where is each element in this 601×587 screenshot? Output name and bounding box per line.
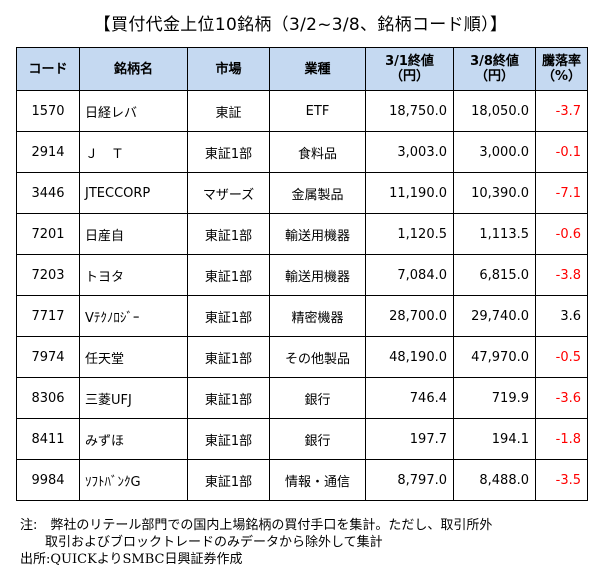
cell-change: -0.6 — [534, 213, 589, 255]
header-code: コード — [16, 47, 80, 91]
header-close-3-8: 3/8終値 （円） — [453, 47, 536, 91]
cell-code: 9984 — [16, 459, 80, 501]
table-row: 7717 Vﾃｸﾉﾛｼﾞｰ 東証1部 精密機器 28,700.0 29,740.0 3.6 — [16, 295, 589, 337]
cell-market: 東証1部 — [187, 295, 270, 337]
table-row: 8411 みずほ 東証1部 銀行 197.7 194.1 -1.8 — [16, 418, 589, 460]
table-row: 1570 日経レバ 東証 ETF 18,750.0 18,050.0 -3.7 — [16, 90, 589, 132]
cell-close-3-1: 8,797.0 — [365, 459, 454, 501]
cell-name: 三菱UFJ — [79, 377, 188, 419]
cell-name: JTECCORP — [79, 172, 188, 214]
table-row: 9984 ｿﾌﾄﾊﾞﾝｸG 東証1部 情報・通信 8,797.0 8,488.0 -3.5 — [16, 459, 589, 501]
cell-industry: 金属製品 — [269, 172, 366, 214]
cell-market: 東証1部 — [187, 418, 270, 460]
cell-change: -7.1 — [534, 172, 589, 214]
cell-close-3-1: 746.4 — [365, 377, 454, 419]
cell-name: みずほ — [79, 418, 188, 460]
cell-market: 東証1部 — [187, 377, 270, 419]
cell-change: -3.5 — [534, 459, 589, 501]
cell-close-3-8: 8,488.0 — [453, 459, 536, 501]
note-line-2: 取引およびブロックトレードのみデータから除外して集計 — [45, 535, 383, 550]
cell-industry: 輸送用機器 — [269, 213, 366, 255]
cell-code: 7974 — [16, 336, 80, 378]
table-row: 2914 Ｊ Ｔ 東証1部 食料品 3,003.0 3,000.0 -0.1 — [16, 131, 589, 173]
cell-name: ｿﾌﾄﾊﾞﾝｸG — [79, 459, 188, 501]
cell-close-3-1: 1,120.5 — [365, 213, 454, 255]
cell-code: 2914 — [16, 131, 80, 173]
page-title: 【買付代金上位10銘柄（3/2~3/8、銘柄コード順）】 — [93, 15, 508, 35]
header-industry: 業種 — [269, 47, 366, 91]
cell-close-3-8: 6,815.0 — [453, 254, 536, 296]
cell-market: 東証1部 — [187, 254, 270, 296]
cell-market: 東証1部 — [187, 213, 270, 255]
footnotes: 注: 弊社のリテール部門での国内上場銘柄の買付手口を集計。ただし、取引所外 取引… — [20, 517, 492, 568]
table-row: 7203 トヨタ 東証1部 輸送用機器 7,084.0 6,815.0 -3.8 — [16, 254, 589, 296]
cell-close-3-1: 18,750.0 — [365, 90, 454, 132]
cell-name: Ｊ Ｔ — [79, 131, 188, 173]
cell-market: 東証1部 — [187, 336, 270, 378]
cell-change: -1.8 — [534, 418, 589, 460]
cell-market: 東証1部 — [187, 459, 270, 501]
cell-close-3-1: 28,700.0 — [365, 295, 454, 337]
cell-change: -3.8 — [534, 254, 589, 296]
cell-name: 日産自 — [79, 213, 188, 255]
cell-industry: 情報・通信 — [269, 459, 366, 501]
cell-industry: 食料品 — [269, 131, 366, 173]
cell-close-3-8: 29,740.0 — [453, 295, 536, 337]
cell-code: 7201 — [16, 213, 80, 255]
table-header-row: コード 銘柄名 市場 業種 3/1終値 （円） 3/8終値 （円） 騰落率 （%） — [16, 47, 589, 91]
cell-market: 東証1部 — [187, 131, 270, 173]
cell-industry: その他製品 — [269, 336, 366, 378]
cell-close-3-1: 48,190.0 — [365, 336, 454, 378]
header-change: 騰落率 （%） — [534, 47, 589, 91]
cell-close-3-1: 11,190.0 — [365, 172, 454, 214]
cell-industry: 銀行 — [269, 418, 366, 460]
cell-close-3-8: 1,113.5 — [453, 213, 536, 255]
cell-code: 3446 — [16, 172, 80, 214]
header-name: 銘柄名 — [79, 47, 188, 91]
ranking-table: コード 銘柄名 市場 業種 3/1終値 （円） 3/8終値 （円） 騰落率 （%） 1… — [16, 47, 589, 501]
table-row: 7201 日産自 東証1部 輸送用機器 1,120.5 1,113.5 -0.6 — [16, 213, 589, 255]
cell-market: マザーズ — [187, 172, 270, 214]
cell-code: 8411 — [16, 418, 80, 460]
cell-change: -0.1 — [534, 131, 589, 173]
header-market: 市場 — [187, 47, 270, 91]
cell-name: Vﾃｸﾉﾛｼﾞｰ — [79, 295, 188, 337]
cell-close-3-8: 18,050.0 — [453, 90, 536, 132]
cell-close-3-8: 719.9 — [453, 377, 536, 419]
table-row: 3446 JTECCORP マザーズ 金属製品 11,190.0 10,390.0 -7.1 — [16, 172, 589, 214]
cell-close-3-8: 194.1 — [453, 418, 536, 460]
header-close-3-1: 3/1終値 （円） — [365, 47, 454, 91]
cell-code: 8306 — [16, 377, 80, 419]
cell-change: -3.7 — [534, 90, 589, 132]
cell-close-3-1: 197.7 — [365, 418, 454, 460]
table-row: 8306 三菱UFJ 東証1部 銀行 746.4 719.9 -3.6 — [16, 377, 589, 419]
cell-industry: 精密機器 — [269, 295, 366, 337]
cell-close-3-1: 7,084.0 — [365, 254, 454, 296]
cell-industry: 輸送用機器 — [269, 254, 366, 296]
cell-change: 3.6 — [534, 295, 589, 337]
cell-name: トヨタ — [79, 254, 188, 296]
cell-code: 1570 — [16, 90, 80, 132]
cell-close-3-1: 3,003.0 — [365, 131, 454, 173]
cell-name: 日経レバ — [79, 90, 188, 132]
table-row: 7974 任天堂 東証1部 その他製品 48,190.0 47,970.0 -0.5 — [16, 336, 589, 378]
note-line-1: 注: 弊社のリテール部門での国内上場銘柄の買付手口を集計。ただし、取引所外 — [20, 518, 493, 533]
cell-industry: ETF — [269, 90, 366, 132]
cell-close-3-8: 3,000.0 — [453, 131, 536, 173]
source-note: 出所:QUICKよりSMBC日興証券作成 — [20, 552, 243, 567]
cell-code: 7203 — [16, 254, 80, 296]
cell-industry: 銀行 — [269, 377, 366, 419]
cell-close-3-8: 47,970.0 — [453, 336, 536, 378]
cell-change: -3.6 — [534, 377, 589, 419]
cell-close-3-8: 10,390.0 — [453, 172, 536, 214]
cell-code: 7717 — [16, 295, 80, 337]
cell-name: 任天堂 — [79, 336, 188, 378]
cell-market: 東証 — [187, 90, 270, 132]
cell-change: -0.5 — [534, 336, 589, 378]
